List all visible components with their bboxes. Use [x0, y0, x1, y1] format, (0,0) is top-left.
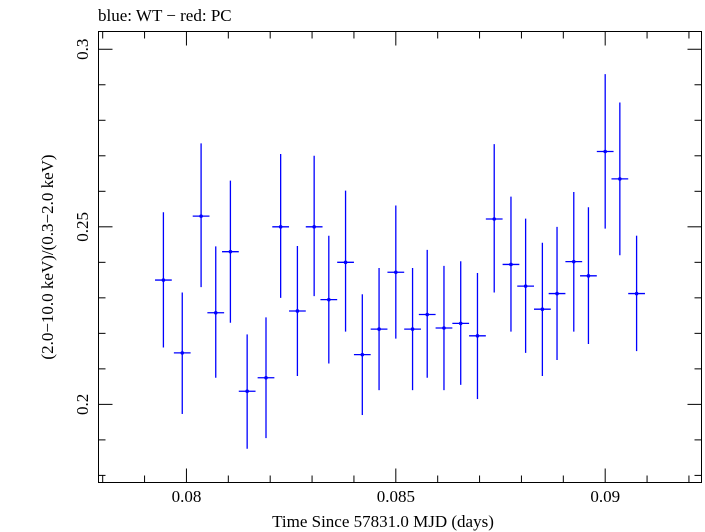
data-point	[628, 235, 645, 352]
point-marker	[180, 351, 185, 355]
point-marker	[228, 249, 233, 254]
data-point	[370, 268, 388, 391]
data-point	[418, 249, 436, 378]
point-marker	[425, 312, 430, 317]
axis-tick-labels: 0.08 0.085 0.09 0.2 0.25 0.3	[73, 39, 620, 506]
data-point	[452, 261, 470, 385]
data-point	[469, 272, 486, 400]
point-marker	[377, 327, 381, 331]
data-point	[353, 294, 371, 416]
chart-title: blue: WT − red: PC	[98, 6, 232, 25]
point-marker	[571, 259, 576, 264]
data-point	[387, 205, 405, 339]
point-marker	[410, 327, 415, 331]
data-point	[502, 196, 520, 332]
axis-ticks	[98, 31, 702, 483]
data-point	[548, 226, 566, 360]
point-marker	[586, 274, 591, 278]
data-point	[435, 265, 453, 391]
x-axis-label: Time Since 57831.0 MJD (days)	[272, 512, 494, 531]
point-marker	[540, 307, 545, 312]
point-marker	[603, 149, 607, 154]
data-point	[580, 207, 597, 345]
y-tick-label: 0.3	[73, 39, 92, 60]
point-marker	[634, 291, 639, 296]
data-points	[155, 74, 645, 449]
point-marker	[492, 217, 497, 221]
point-marker	[442, 326, 446, 330]
point-marker	[264, 375, 268, 380]
data-point	[320, 235, 338, 364]
y-axis-label: (2.0−10.0 keV)/(0.3−2.0 keV)	[38, 154, 57, 359]
x-tick-label: 0.08	[172, 487, 202, 506]
point-marker	[327, 297, 331, 302]
data-point	[565, 192, 583, 332]
data-point	[173, 292, 191, 414]
data-point	[238, 334, 256, 449]
x-tick-label: 0.09	[590, 487, 620, 506]
point-marker	[618, 177, 622, 181]
data-point	[404, 268, 421, 391]
point-marker	[295, 309, 300, 313]
point-marker	[523, 284, 528, 288]
data-point	[272, 154, 290, 298]
point-marker	[245, 389, 249, 394]
data-point	[305, 155, 323, 297]
data-point	[534, 242, 551, 376]
data-point	[485, 144, 503, 293]
plot-frame	[98, 31, 702, 483]
point-marker	[312, 225, 316, 229]
x-tick-label: 0.085	[377, 487, 415, 506]
point-marker	[509, 262, 513, 267]
point-marker	[213, 310, 218, 315]
data-point	[337, 190, 354, 332]
y-tick-label: 0.25	[73, 212, 92, 242]
point-marker	[458, 321, 463, 326]
point-marker	[278, 225, 283, 229]
y-tick-label: 0.2	[73, 394, 92, 415]
point-marker	[475, 334, 480, 338]
point-marker	[360, 352, 365, 357]
point-marker	[343, 260, 348, 265]
data-point	[257, 317, 275, 439]
point-marker	[199, 214, 203, 218]
point-marker	[394, 270, 398, 275]
data-point	[207, 246, 225, 378]
data-point	[155, 212, 172, 348]
data-point	[596, 74, 614, 229]
point-marker	[161, 278, 166, 282]
data-point	[517, 218, 534, 353]
data-point	[192, 143, 210, 288]
data-point	[222, 180, 239, 323]
data-point	[289, 245, 306, 376]
point-marker	[555, 291, 559, 296]
data-point	[611, 102, 629, 256]
